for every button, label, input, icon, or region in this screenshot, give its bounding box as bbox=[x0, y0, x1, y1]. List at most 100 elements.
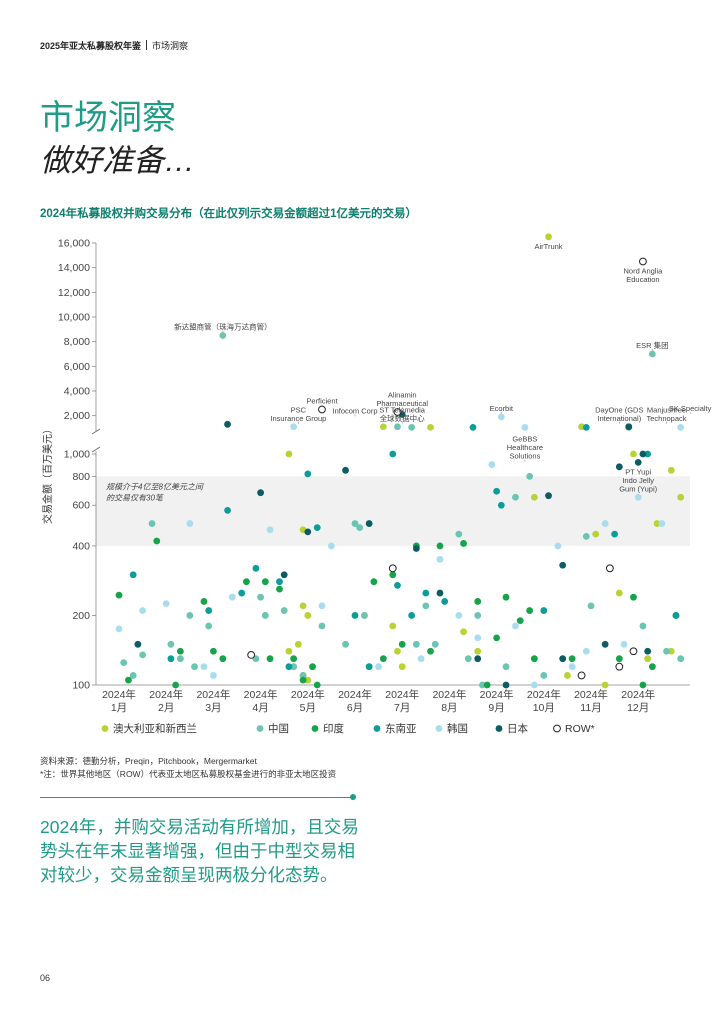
point-row bbox=[629, 647, 638, 656]
deal-annotation: PT Yupi bbox=[625, 467, 651, 476]
point-china bbox=[587, 602, 595, 610]
point-sea bbox=[644, 450, 652, 458]
point-anz bbox=[592, 530, 600, 538]
point-india bbox=[639, 681, 647, 689]
legend-marker-sea bbox=[373, 725, 381, 732]
deal-annotation: Perficient bbox=[306, 397, 338, 406]
point-china bbox=[299, 672, 307, 679]
point-india bbox=[460, 540, 467, 547]
page-number: 06 bbox=[40, 973, 51, 983]
deal-annotation: Insurance Group bbox=[270, 414, 326, 423]
point-china bbox=[120, 659, 128, 667]
deal-annotation: Infocom Corp bbox=[332, 406, 377, 415]
legend-marker-korea bbox=[435, 725, 443, 732]
point-japan bbox=[559, 561, 567, 569]
legend-label-row: ROW* bbox=[565, 723, 595, 735]
band-label: 规模介于4亿至8亿美元之间 bbox=[106, 482, 204, 491]
summary-text: 2024年，并购交易活动有所增加，且交易势头在年末显著增强，但由于中型交易相对较… bbox=[40, 817, 359, 885]
point-sea bbox=[285, 663, 293, 671]
point-korea bbox=[474, 634, 482, 642]
point-row bbox=[605, 564, 614, 573]
chart-title: 2024年私募股权并购交易分布（在此仅列示交易金额超过1亿美元的交易） bbox=[40, 208, 417, 220]
deal-annotation: GeBBS bbox=[512, 435, 537, 444]
point-sea bbox=[408, 612, 416, 619]
x-tick-label-month: 7月 bbox=[394, 702, 410, 714]
point-japan bbox=[545, 492, 552, 500]
point-korea bbox=[634, 493, 642, 501]
point-row bbox=[388, 564, 397, 573]
hero-title: 市场洞察 bbox=[40, 99, 176, 137]
point-china bbox=[280, 607, 288, 614]
point-india bbox=[615, 655, 623, 663]
point-korea bbox=[512, 622, 519, 630]
point-japan bbox=[365, 520, 373, 527]
y-tick-label: 16,000 bbox=[58, 238, 90, 250]
point-sea bbox=[304, 470, 312, 478]
point-korea bbox=[455, 612, 463, 619]
legend-label-korea: 韩国 bbox=[447, 722, 468, 735]
point-india bbox=[436, 542, 444, 550]
point-japan bbox=[134, 640, 142, 648]
x-tick-label-year: 2024年 bbox=[385, 688, 419, 701]
point-india bbox=[502, 593, 510, 601]
y-tick-label: 4,000 bbox=[64, 386, 90, 398]
hero-subtitle: 做好准备… bbox=[40, 143, 195, 178]
point-china bbox=[342, 640, 349, 648]
deal-annotation: Pharmaceutical bbox=[376, 399, 428, 408]
point-china bbox=[422, 602, 430, 610]
point-india bbox=[210, 647, 217, 655]
x-tick-label-month: 5月 bbox=[300, 702, 316, 714]
point-china bbox=[290, 663, 298, 671]
point-india bbox=[276, 585, 283, 593]
point-anz bbox=[564, 672, 571, 679]
point-japan bbox=[559, 655, 567, 663]
divider-dot bbox=[350, 794, 356, 800]
point-japan bbox=[304, 528, 312, 536]
point-korea bbox=[200, 663, 208, 671]
y-tick-label: 200 bbox=[72, 610, 90, 622]
point-sea bbox=[351, 612, 359, 619]
point-sea bbox=[582, 423, 590, 431]
point-japan bbox=[257, 489, 264, 497]
point-china bbox=[479, 681, 486, 689]
x-tick-label-year: 2024年 bbox=[574, 688, 608, 701]
point-china bbox=[139, 651, 147, 659]
point-china bbox=[167, 640, 175, 648]
point-china bbox=[464, 655, 472, 663]
point-anz bbox=[304, 676, 312, 684]
deal-annotation: ST Telemedia bbox=[379, 405, 425, 414]
point-sea bbox=[205, 607, 213, 614]
divider-line bbox=[40, 797, 353, 798]
point-anz bbox=[427, 423, 434, 431]
point-korea bbox=[568, 663, 576, 671]
deal-annotation: Gum (Yupi) bbox=[619, 484, 657, 493]
point-china bbox=[129, 672, 137, 679]
x-tick-label-month: 8月 bbox=[441, 702, 457, 714]
point-korea bbox=[266, 526, 274, 534]
point-india bbox=[389, 571, 397, 579]
point-korea bbox=[436, 555, 444, 563]
point-anz bbox=[285, 647, 293, 655]
point-sea bbox=[441, 598, 449, 605]
y-tick-label: 8,000 bbox=[64, 336, 90, 348]
x-tick-label-year: 2024年 bbox=[480, 688, 514, 701]
deal-annotation: Nord Anglia bbox=[624, 267, 664, 276]
point-korea bbox=[375, 663, 382, 671]
deal-annotation: International) bbox=[597, 414, 641, 423]
point-row bbox=[318, 405, 326, 414]
y-tick-label: 12,000 bbox=[58, 287, 90, 299]
point-japan bbox=[412, 545, 420, 552]
point-anz bbox=[389, 622, 397, 630]
y-tick-label: 6,000 bbox=[64, 361, 90, 373]
point-korea bbox=[318, 602, 326, 610]
point-sea bbox=[224, 506, 231, 514]
deal-annotation: Technopack bbox=[647, 414, 687, 423]
point-korea bbox=[488, 461, 496, 468]
point-china bbox=[639, 622, 647, 630]
x-tick-label-year: 2024年 bbox=[102, 688, 136, 701]
point-india bbox=[200, 598, 208, 605]
point-anz bbox=[379, 423, 387, 431]
point-anz bbox=[644, 655, 652, 663]
point-sea bbox=[167, 655, 175, 663]
point-korea bbox=[601, 520, 609, 527]
